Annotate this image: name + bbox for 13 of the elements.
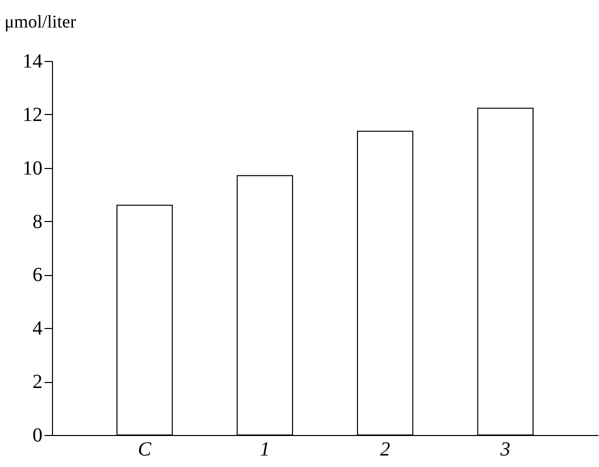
x-tick-label: 1 — [260, 438, 270, 460]
y-tick-label: 12 — [22, 104, 42, 126]
y-tick-label: 10 — [22, 157, 42, 180]
y-axis-title: μmol/liter — [4, 12, 76, 32]
y-tick-label: 14 — [22, 50, 42, 72]
y-tick-label: 8 — [32, 210, 42, 233]
x-tick-label: 3 — [499, 438, 510, 460]
y-tick-label: 2 — [32, 371, 42, 394]
y-tick-label: 6 — [32, 264, 42, 286]
y-tick-label: 4 — [32, 318, 42, 340]
x-tick-label: C — [138, 438, 152, 460]
x-tick-label: 2 — [380, 438, 390, 460]
y-tick-label: 0 — [32, 424, 42, 446]
